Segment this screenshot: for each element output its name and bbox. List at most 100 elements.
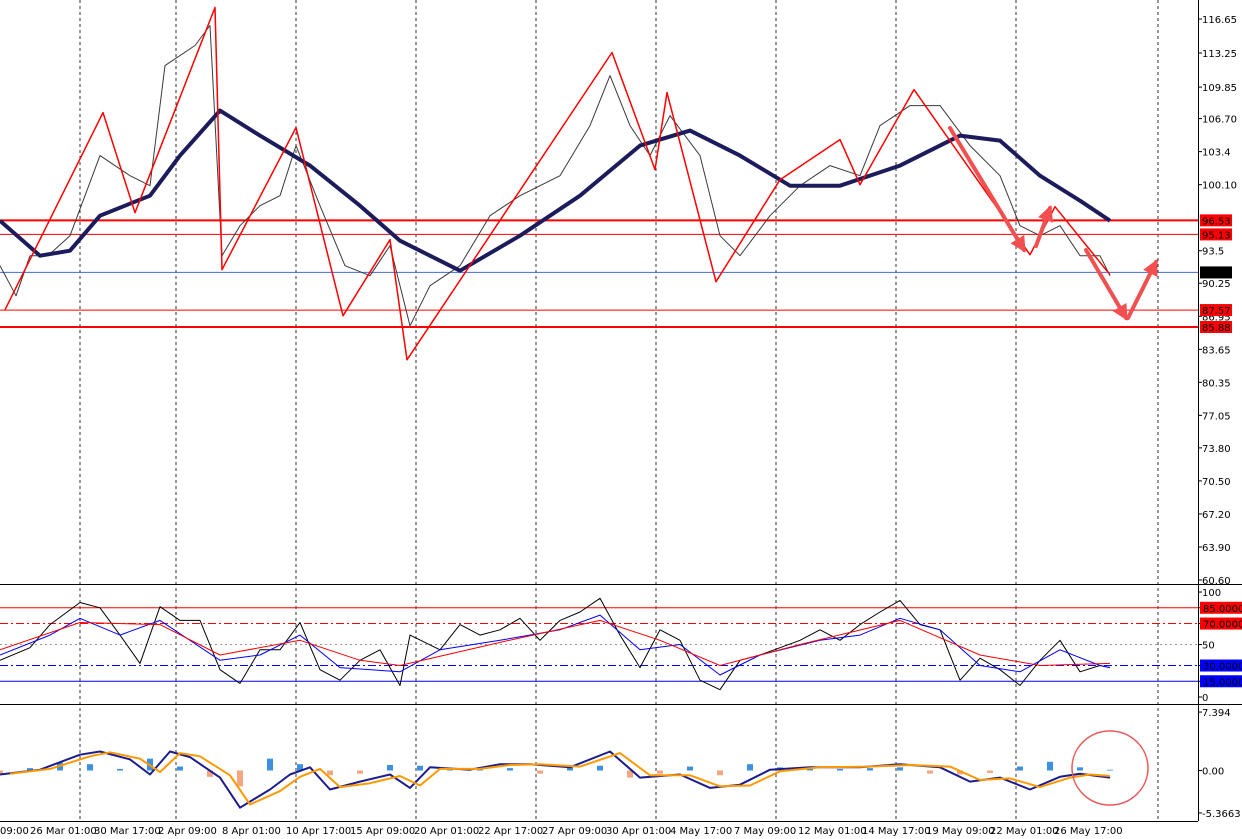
x-tick-label: 30 Mar 17:00: [94, 826, 161, 837]
y-tick-label: 15.0000: [1203, 677, 1242, 688]
y-tick-label: 103.4: [1202, 148, 1231, 159]
histogram-bar: [357, 770, 363, 774]
histogram-bar: [867, 768, 873, 771]
histogram-bar: [87, 764, 93, 771]
x-tick-label: 30 Apr 01:00: [606, 826, 671, 837]
arrow: [1084, 248, 1128, 321]
histogram-bar: [687, 766, 693, 771]
histogram-bar: [717, 770, 723, 776]
tick-label-box: [1200, 675, 1242, 688]
y-tick-label: 0: [1202, 693, 1208, 704]
x-tick-label: 20 Apr 01:00: [414, 826, 479, 837]
histogram-bar: [207, 770, 213, 777]
x-tick-label: 10 Apr 17:00: [286, 826, 351, 837]
y-tick-label: 60.60: [1202, 576, 1231, 587]
y-tick-label: 73.80: [1202, 444, 1231, 455]
x-tick-label: 27 Apr 09:00: [542, 826, 607, 837]
y-tick-label: 63.90: [1202, 543, 1231, 554]
x-tick-label: 8 Apr 01:00: [222, 826, 281, 837]
y-tick-label: 100: [1202, 588, 1221, 599]
level-label-box: [1200, 320, 1232, 333]
series-line: [9, 751, 1111, 806]
y-tick-label: 50: [1202, 641, 1215, 652]
histogram-bar: [507, 768, 513, 771]
histogram-bar: [567, 766, 573, 771]
tick-label-box: [1200, 601, 1242, 614]
histogram-bar: [387, 764, 393, 771]
histogram-bar: [657, 770, 663, 774]
x-tick-label: 19 May 09:00: [926, 826, 995, 837]
x-tick-label: 22 May 01:00: [990, 826, 1059, 837]
level-label: 85.88: [1202, 323, 1231, 334]
series-line: [0, 597, 1111, 691]
series-line: [0, 750, 1111, 809]
level-label-box: [1200, 266, 1232, 279]
histogram-bar: [897, 767, 903, 771]
y-tick-label: 106.70: [1202, 115, 1237, 126]
y-tick-label: 113.25: [1202, 49, 1237, 60]
histogram-bar: [297, 764, 303, 771]
series-line: [0, 619, 1111, 666]
y-tick-label: 80.35: [1202, 378, 1231, 389]
series-line: [0, 614, 1111, 676]
x-tick-label: 26 May 17:00: [1054, 826, 1123, 837]
level-label-box: [1200, 304, 1232, 317]
x-tick-label: 09:00: [0, 826, 29, 837]
tick-label-box: [1200, 617, 1242, 630]
histogram-bar: [1047, 761, 1053, 771]
histogram-bar: [1017, 766, 1023, 771]
y-tick-label: 93.5: [1202, 247, 1224, 258]
y-tick-label: 70.50: [1202, 477, 1231, 488]
y-tick-label: -5.3663: [1202, 809, 1241, 820]
histogram-bar: [117, 768, 123, 771]
level-label: 91.33: [1202, 268, 1231, 279]
arrow: [1034, 204, 1054, 248]
x-tick-label: 2 Apr 09:00: [158, 826, 217, 837]
x-tick-label: 22 Apr 17:00: [478, 826, 543, 837]
tick-label-box: [1200, 659, 1242, 672]
arrow: [948, 126, 1026, 253]
histogram-bar: [267, 758, 273, 771]
histogram-bar: [927, 770, 933, 774]
x-tick-label: 26 Mar 01:00: [30, 826, 97, 837]
histogram-bar: [1107, 769, 1113, 771]
arrow: [1126, 259, 1158, 320]
y-tick-label: 116.65: [1202, 15, 1237, 26]
level-label: 96.53: [1202, 216, 1231, 227]
histogram-bar: [27, 768, 33, 771]
histogram-bar: [747, 764, 753, 771]
highlight-circle: [1071, 730, 1149, 806]
histogram-bar: [237, 770, 243, 787]
annotations: [948, 126, 1158, 806]
x-tick-label: 7 May 09:00: [734, 826, 796, 837]
histogram-bar: [0, 770, 3, 775]
x-tick-label: 4 May 17:00: [670, 826, 732, 837]
level-label: 95.13: [1202, 230, 1231, 241]
histogram-bar: [627, 770, 633, 778]
y-tick-label: 109.85: [1202, 83, 1237, 94]
x-tick-label: 12 May 01:00: [798, 826, 867, 837]
y-tick-label: 30.0000: [1203, 662, 1242, 673]
histogram-bar: [537, 770, 543, 774]
series-line: [4, 6, 1111, 361]
y-tick-label: 85.0000: [1203, 604, 1242, 615]
histogram-bar: [837, 768, 843, 771]
histogram-bar: [177, 766, 183, 771]
histogram-bar: [417, 765, 423, 771]
y-tick-label: 90.25: [1202, 279, 1231, 290]
histogram-bar: [987, 770, 993, 773]
y-tick-label: 77.05: [1202, 411, 1231, 422]
level-label-box: [1200, 228, 1232, 241]
y-tick-label: 7.394: [1202, 708, 1231, 719]
y-tick-label: 0.00: [1202, 767, 1224, 778]
y-tick-label: 100.10: [1202, 181, 1237, 192]
histogram-bar: [807, 768, 813, 771]
level-label: 87.57: [1202, 306, 1231, 317]
y-tick-label: 83.65: [1202, 345, 1231, 356]
y-tick-label: 67.20: [1202, 510, 1231, 521]
x-tick-label: 15 Apr 09:00: [350, 826, 415, 837]
histogram-bar: [1077, 767, 1083, 771]
histogram-bar: [597, 765, 603, 771]
frame: [0, 0, 1242, 822]
